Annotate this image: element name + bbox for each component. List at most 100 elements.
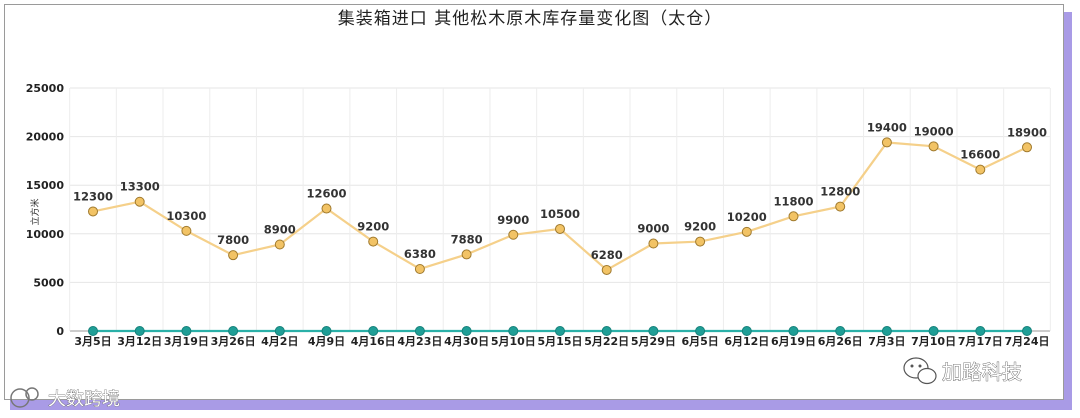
x-tick-label: 3月19日 [164,335,209,348]
data-label: 10500 [540,207,580,221]
data-point [1022,142,1032,153]
data-point [975,164,986,175]
data-point [414,326,425,336]
data-point [508,229,519,240]
chart-title: 集装箱进口 其他松木原木库存量变化图（太仓） [338,9,722,29]
watermark-left: 大数跨境 [10,387,120,410]
data-point [228,250,239,261]
data-point [788,211,799,222]
data-point [228,326,239,336]
data-label: 12600 [306,187,346,201]
data-label: 13300 [120,180,160,194]
data-labels: 12300 13300 10300 7800 8900 12600 9200 6380 7880… [73,120,1047,262]
series-layer [88,137,1032,336]
data-point [881,137,892,148]
data-point [368,326,379,336]
data-point [555,326,565,336]
data-label: 11800 [773,194,813,208]
y-axis-label: 立方米 [29,198,41,225]
data-label: 16600 [960,148,1000,162]
data-point [975,326,986,336]
x-tick-label: 6月26日 [818,335,863,348]
x-tick-label: 3月12日 [117,335,162,348]
x-tick-label: 6月5日 [681,335,718,348]
y-tick-label: 15000 [26,179,65,192]
data-label: 7880 [451,232,483,246]
y-ticks: 0 5000 10000 15000 20000 25000 [26,82,65,338]
data-label: 12800 [820,185,860,199]
data-point [368,236,379,247]
data-label: 9000 [637,222,669,236]
x-tick-label: 7月24日 [1005,335,1050,348]
data-point [88,326,98,336]
data-point [461,326,472,336]
x-tick-label: 3月5日 [74,335,111,348]
data-label: 19400 [867,120,907,134]
data-point [1022,326,1032,336]
data-point [695,326,706,336]
data-label: 9900 [497,213,529,227]
data-point [835,201,846,212]
x-tick-label: 6月12日 [724,335,769,348]
data-point [555,223,565,234]
x-tick-label: 6月19日 [771,335,816,348]
y-tick-label: 20000 [26,131,65,144]
data-point [134,196,145,207]
data-label: 7800 [217,233,249,247]
data-label: 8900 [264,222,296,236]
data-point [414,263,425,274]
data-point [134,326,145,336]
data-label: 10300 [166,209,206,223]
data-point [274,239,285,250]
data-label: 9200 [357,220,389,234]
data-label: 19000 [914,124,954,138]
data-point [788,326,799,336]
data-point [741,326,752,336]
data-point [321,326,332,336]
grid [69,87,1051,332]
x-tick-label: 7月10日 [911,335,956,348]
wechat-logo-icon [903,357,937,385]
data-point [461,249,472,260]
data-point [648,326,659,336]
data-point [508,326,519,336]
watermark-right-text: 加路科技 [942,360,1022,384]
data-point [274,326,285,336]
x-tick-label: 5月15日 [538,335,583,348]
data-point [695,236,706,247]
x-tick-label: 4月9日 [308,335,345,348]
x-tick-label: 4月23日 [397,335,442,348]
data-point [928,141,939,152]
data-label: 9200 [684,220,716,234]
x-tick-label: 4月2日 [261,335,298,348]
x-tick-label: 7月3日 [868,335,905,348]
data-point [835,326,846,336]
y-tick-label: 0 [56,325,64,338]
x-tick-label: 7月17日 [958,335,1003,348]
data-point [181,326,192,336]
data-point [601,326,612,336]
data-label: 12300 [73,189,113,203]
x-tick-label: 5月10日 [491,335,536,348]
data-label: 6280 [591,248,623,262]
watermark-right: 加路科技 [903,357,1022,385]
data-point [181,225,192,236]
x-tick-label: 5月29日 [631,335,676,348]
y-tick-label: 25000 [26,82,65,95]
data-point [321,203,332,214]
x-tick-label: 4月16日 [351,335,396,348]
watermark-left-text: 大数跨境 [48,389,120,410]
data-point [648,238,659,249]
data-point [88,206,98,217]
data-point [741,226,752,237]
data-label: 18900 [1007,125,1047,139]
data-point [928,326,939,336]
data-label: 6380 [404,247,436,261]
weibo-logo-icon [10,387,39,408]
y-tick-label: 10000 [26,228,65,241]
x-tick-label: 3月26日 [211,335,256,348]
data-point [601,264,612,275]
data-point [881,326,892,336]
x-tick-label: 4月30日 [444,335,489,348]
